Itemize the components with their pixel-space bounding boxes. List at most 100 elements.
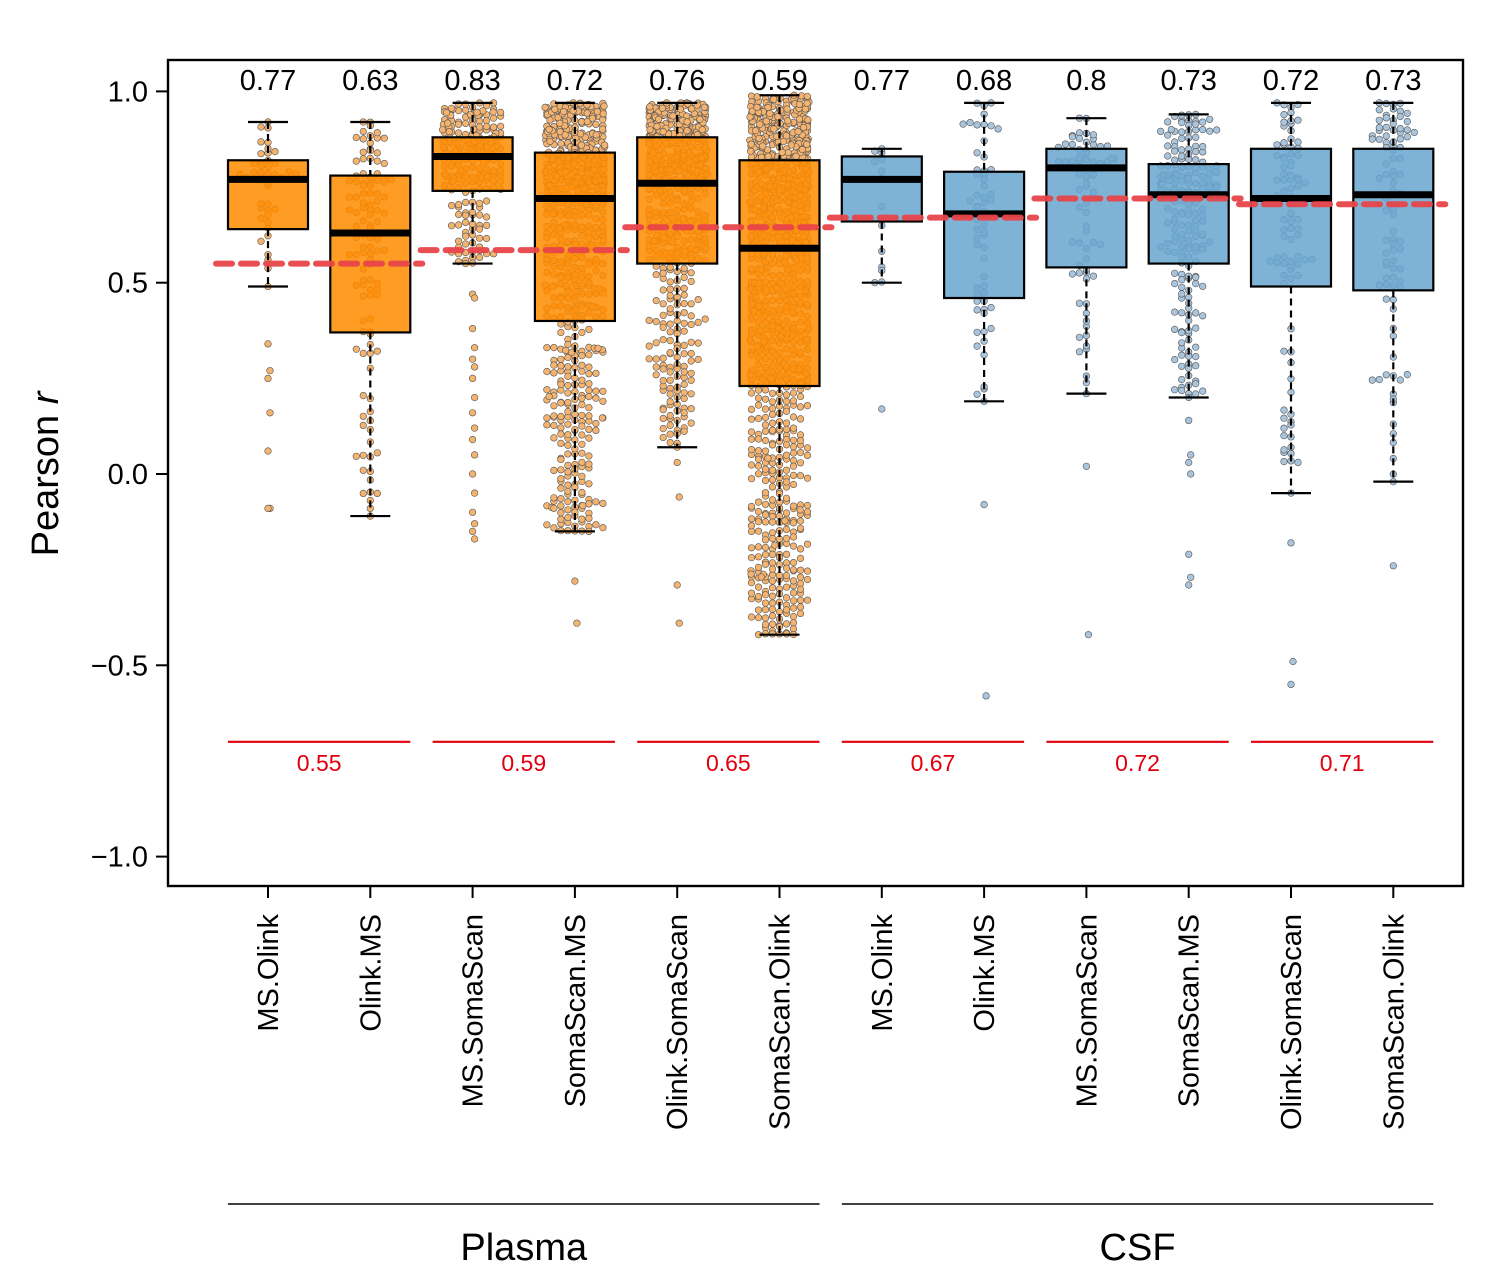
data-point xyxy=(564,381,572,390)
box-olink-ms xyxy=(942,170,1026,300)
data-point xyxy=(796,437,805,445)
data-point xyxy=(564,408,572,416)
data-point xyxy=(564,353,572,362)
data-point xyxy=(973,390,981,398)
data-point xyxy=(687,419,695,427)
pair-mean-label: 0.59 xyxy=(501,750,546,776)
data-point xyxy=(768,496,777,504)
data-point xyxy=(680,427,688,435)
data-point xyxy=(645,316,653,325)
data-point xyxy=(585,434,593,442)
data-point xyxy=(754,414,763,423)
data-point xyxy=(1192,280,1200,288)
data-point xyxy=(751,127,760,135)
data-point xyxy=(803,402,812,410)
data-point xyxy=(578,394,586,402)
data-point xyxy=(761,543,770,552)
data-point xyxy=(1192,390,1200,398)
data-point xyxy=(666,349,674,357)
data-point xyxy=(753,93,761,101)
data-point xyxy=(550,524,558,532)
x-tick-label: SomaScan.Olink xyxy=(765,914,797,1130)
data-point xyxy=(687,405,695,413)
data-point xyxy=(578,422,586,430)
data-point xyxy=(680,368,688,376)
data-point xyxy=(784,117,792,125)
data-point xyxy=(774,113,782,121)
data-point xyxy=(761,489,770,497)
data-point xyxy=(1280,446,1288,454)
data-point xyxy=(789,519,798,527)
data-point xyxy=(798,145,806,154)
data-point xyxy=(700,103,709,111)
data-point xyxy=(789,424,798,432)
data-point xyxy=(694,296,702,304)
data-point xyxy=(473,108,481,116)
data-point xyxy=(543,367,551,376)
data-point xyxy=(588,114,597,122)
data-point xyxy=(782,494,791,502)
data-point xyxy=(759,142,767,150)
data-point xyxy=(659,377,667,385)
outlier-point xyxy=(673,458,681,467)
data-point xyxy=(789,566,798,574)
data-point xyxy=(796,392,805,401)
data-point xyxy=(789,533,798,541)
outlier-point xyxy=(469,508,477,516)
data-point xyxy=(469,208,477,216)
data-point xyxy=(796,449,805,457)
data-point xyxy=(754,455,763,463)
median-value-label: 0.8 xyxy=(1066,65,1106,97)
data-point xyxy=(789,589,798,597)
data-point xyxy=(599,397,607,405)
data-point xyxy=(373,347,381,355)
outlier-point xyxy=(1185,416,1193,425)
data-point xyxy=(585,370,593,378)
data-point xyxy=(747,570,755,578)
data-point xyxy=(666,421,674,429)
data-point xyxy=(557,515,565,523)
data-point xyxy=(789,480,798,489)
data-point xyxy=(782,550,791,559)
x-tick-label: MS.Olink xyxy=(253,914,285,1032)
data-point xyxy=(564,389,572,397)
data-point xyxy=(1280,110,1288,119)
data-point xyxy=(754,563,763,572)
data-point xyxy=(1171,269,1179,277)
data-point xyxy=(688,105,696,113)
data-point xyxy=(768,620,777,628)
data-point xyxy=(543,421,551,429)
data-point xyxy=(599,116,607,124)
data-point xyxy=(796,472,805,480)
data-point xyxy=(483,234,491,243)
data-point xyxy=(747,554,756,562)
data-point xyxy=(659,300,667,308)
data-point xyxy=(789,612,798,621)
data-point xyxy=(754,592,763,601)
data-point xyxy=(645,355,653,363)
data-point xyxy=(754,498,763,506)
data-point xyxy=(557,140,565,148)
data-point xyxy=(1199,387,1207,395)
box-olink-somascan xyxy=(1249,147,1333,288)
data-point xyxy=(747,446,756,454)
data-point xyxy=(666,337,674,345)
data-point xyxy=(1206,127,1214,135)
data-point xyxy=(761,511,770,519)
data-point xyxy=(782,391,791,399)
data-point xyxy=(557,328,565,337)
data-point xyxy=(659,354,667,362)
data-point xyxy=(803,575,812,584)
data-point xyxy=(687,312,695,320)
data-point xyxy=(789,597,798,605)
box-ms-somascan xyxy=(431,136,514,192)
data-point xyxy=(352,133,360,142)
data-point xyxy=(585,386,593,394)
data-point xyxy=(789,502,798,510)
data-point xyxy=(768,592,777,600)
data-point xyxy=(1375,116,1383,124)
pair-mean-label: 0.67 xyxy=(911,750,956,776)
y-axis-label-italic: r xyxy=(25,390,67,404)
data-point xyxy=(789,413,798,421)
outlier-point xyxy=(1084,631,1092,639)
